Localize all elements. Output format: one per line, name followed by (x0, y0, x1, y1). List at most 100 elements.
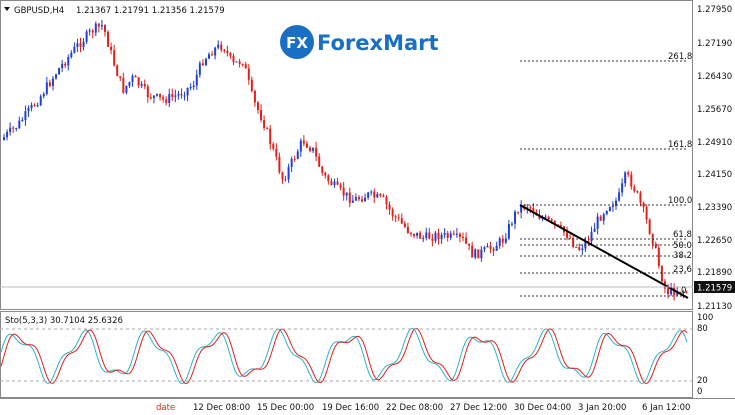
candle-body (566, 232, 569, 238)
fib-label: 38.2 (673, 251, 692, 261)
candle-body (361, 199, 364, 202)
candle-body (79, 43, 82, 48)
price-label: 1.24910 (697, 138, 732, 148)
candle-body (309, 147, 311, 151)
candle-body (238, 61, 241, 65)
candle-body (67, 57, 70, 66)
candle-body (642, 202, 645, 207)
candle-body (367, 192, 370, 198)
price-label: 1.21890 (697, 268, 732, 278)
candle-body (593, 228, 596, 232)
candle-body (471, 245, 474, 258)
candle-body (455, 233, 458, 235)
candle-body (685, 292, 688, 294)
candle-body (116, 65, 119, 77)
candle-body (510, 223, 513, 225)
candle-body (333, 181, 336, 186)
candle-body (18, 120, 21, 129)
candle-body (465, 237, 468, 244)
fibonacci-retracement[interactable] (520, 60, 688, 297)
candle-body (140, 84, 143, 86)
candle-body (183, 95, 186, 97)
fib-label: 61.8 (673, 230, 692, 240)
candle-body (645, 206, 648, 220)
collapse-triangle-icon[interactable] (4, 7, 10, 11)
candle-body (507, 224, 510, 239)
candle-body (639, 192, 642, 203)
candle-body (146, 86, 149, 98)
candle-body (214, 47, 217, 56)
candle-body (354, 197, 357, 201)
symbol-label: GBPUSD,H4 (14, 6, 64, 16)
candle-body (452, 233, 455, 235)
candle-body (431, 238, 434, 241)
candle-body (82, 41, 85, 48)
candle-body (55, 74, 58, 79)
candle-body (657, 247, 660, 267)
candle-body (434, 232, 437, 241)
candle-body (73, 46, 76, 53)
candle-body (385, 196, 388, 205)
candle-body (492, 248, 495, 251)
candle-body (379, 194, 382, 196)
candle-body (382, 195, 385, 197)
candle-body (370, 191, 373, 193)
price-label: 1.26430 (697, 72, 732, 82)
fib-label: 50.0 (673, 241, 692, 251)
candle-body (676, 291, 679, 295)
candle-body (376, 194, 379, 198)
candle-body (39, 96, 42, 106)
candle-body (85, 31, 88, 42)
candle-body (667, 288, 670, 295)
candle-body (504, 238, 507, 243)
current-price-label: 1.21579 (697, 284, 732, 294)
candle-body (290, 158, 293, 168)
candle-body (458, 233, 461, 237)
forexmart-logo: FX ForexMart (280, 25, 439, 59)
candle-body (51, 78, 54, 86)
candle-body (495, 245, 498, 251)
candle-body (168, 94, 171, 103)
candle-body (544, 216, 547, 218)
candle-body (263, 120, 266, 128)
candle-body (419, 232, 422, 239)
candle-body (9, 127, 12, 133)
candle-body (397, 217, 400, 219)
candle-body (483, 247, 486, 250)
trend-line[interactable] (519, 204, 689, 299)
candle-body (27, 108, 30, 112)
candle-body (624, 172, 627, 184)
candle-body (24, 111, 27, 121)
time-label: 3 Jan 20:00 (578, 403, 626, 413)
candle-body (608, 207, 611, 211)
logo-circle-icon (280, 25, 314, 59)
stoch-signal-line (0, 327, 688, 384)
candle-body (195, 74, 198, 86)
time-label: 27 Dec 12:00 (450, 403, 507, 413)
price-axis: 1.27950 1.27190 1.26430 1.25670 1.24910 … (697, 5, 732, 312)
candle-body (174, 95, 177, 97)
candle-body (422, 237, 425, 239)
fib-label: 261.8 (668, 52, 692, 62)
candle-body (119, 76, 122, 78)
candle-body (517, 211, 520, 213)
candle-body (336, 181, 339, 185)
candle-body (107, 31, 110, 47)
candle-body (615, 200, 617, 206)
candle-body (134, 75, 137, 78)
candle-body (226, 51, 229, 54)
candle-body (122, 77, 125, 93)
candle-body (581, 248, 584, 251)
candle-body (413, 233, 416, 236)
osc-axis-label: 20 (697, 376, 708, 386)
candle-body (287, 167, 290, 180)
ohlc-values: 1.21367 1.21791 1.21356 1.21579 (76, 6, 225, 16)
candle-body (94, 23, 97, 33)
candle-body (682, 292, 685, 294)
candle-body (100, 25, 103, 27)
candle-body (198, 63, 201, 75)
candle-body (21, 120, 24, 122)
candle-body (590, 231, 593, 242)
